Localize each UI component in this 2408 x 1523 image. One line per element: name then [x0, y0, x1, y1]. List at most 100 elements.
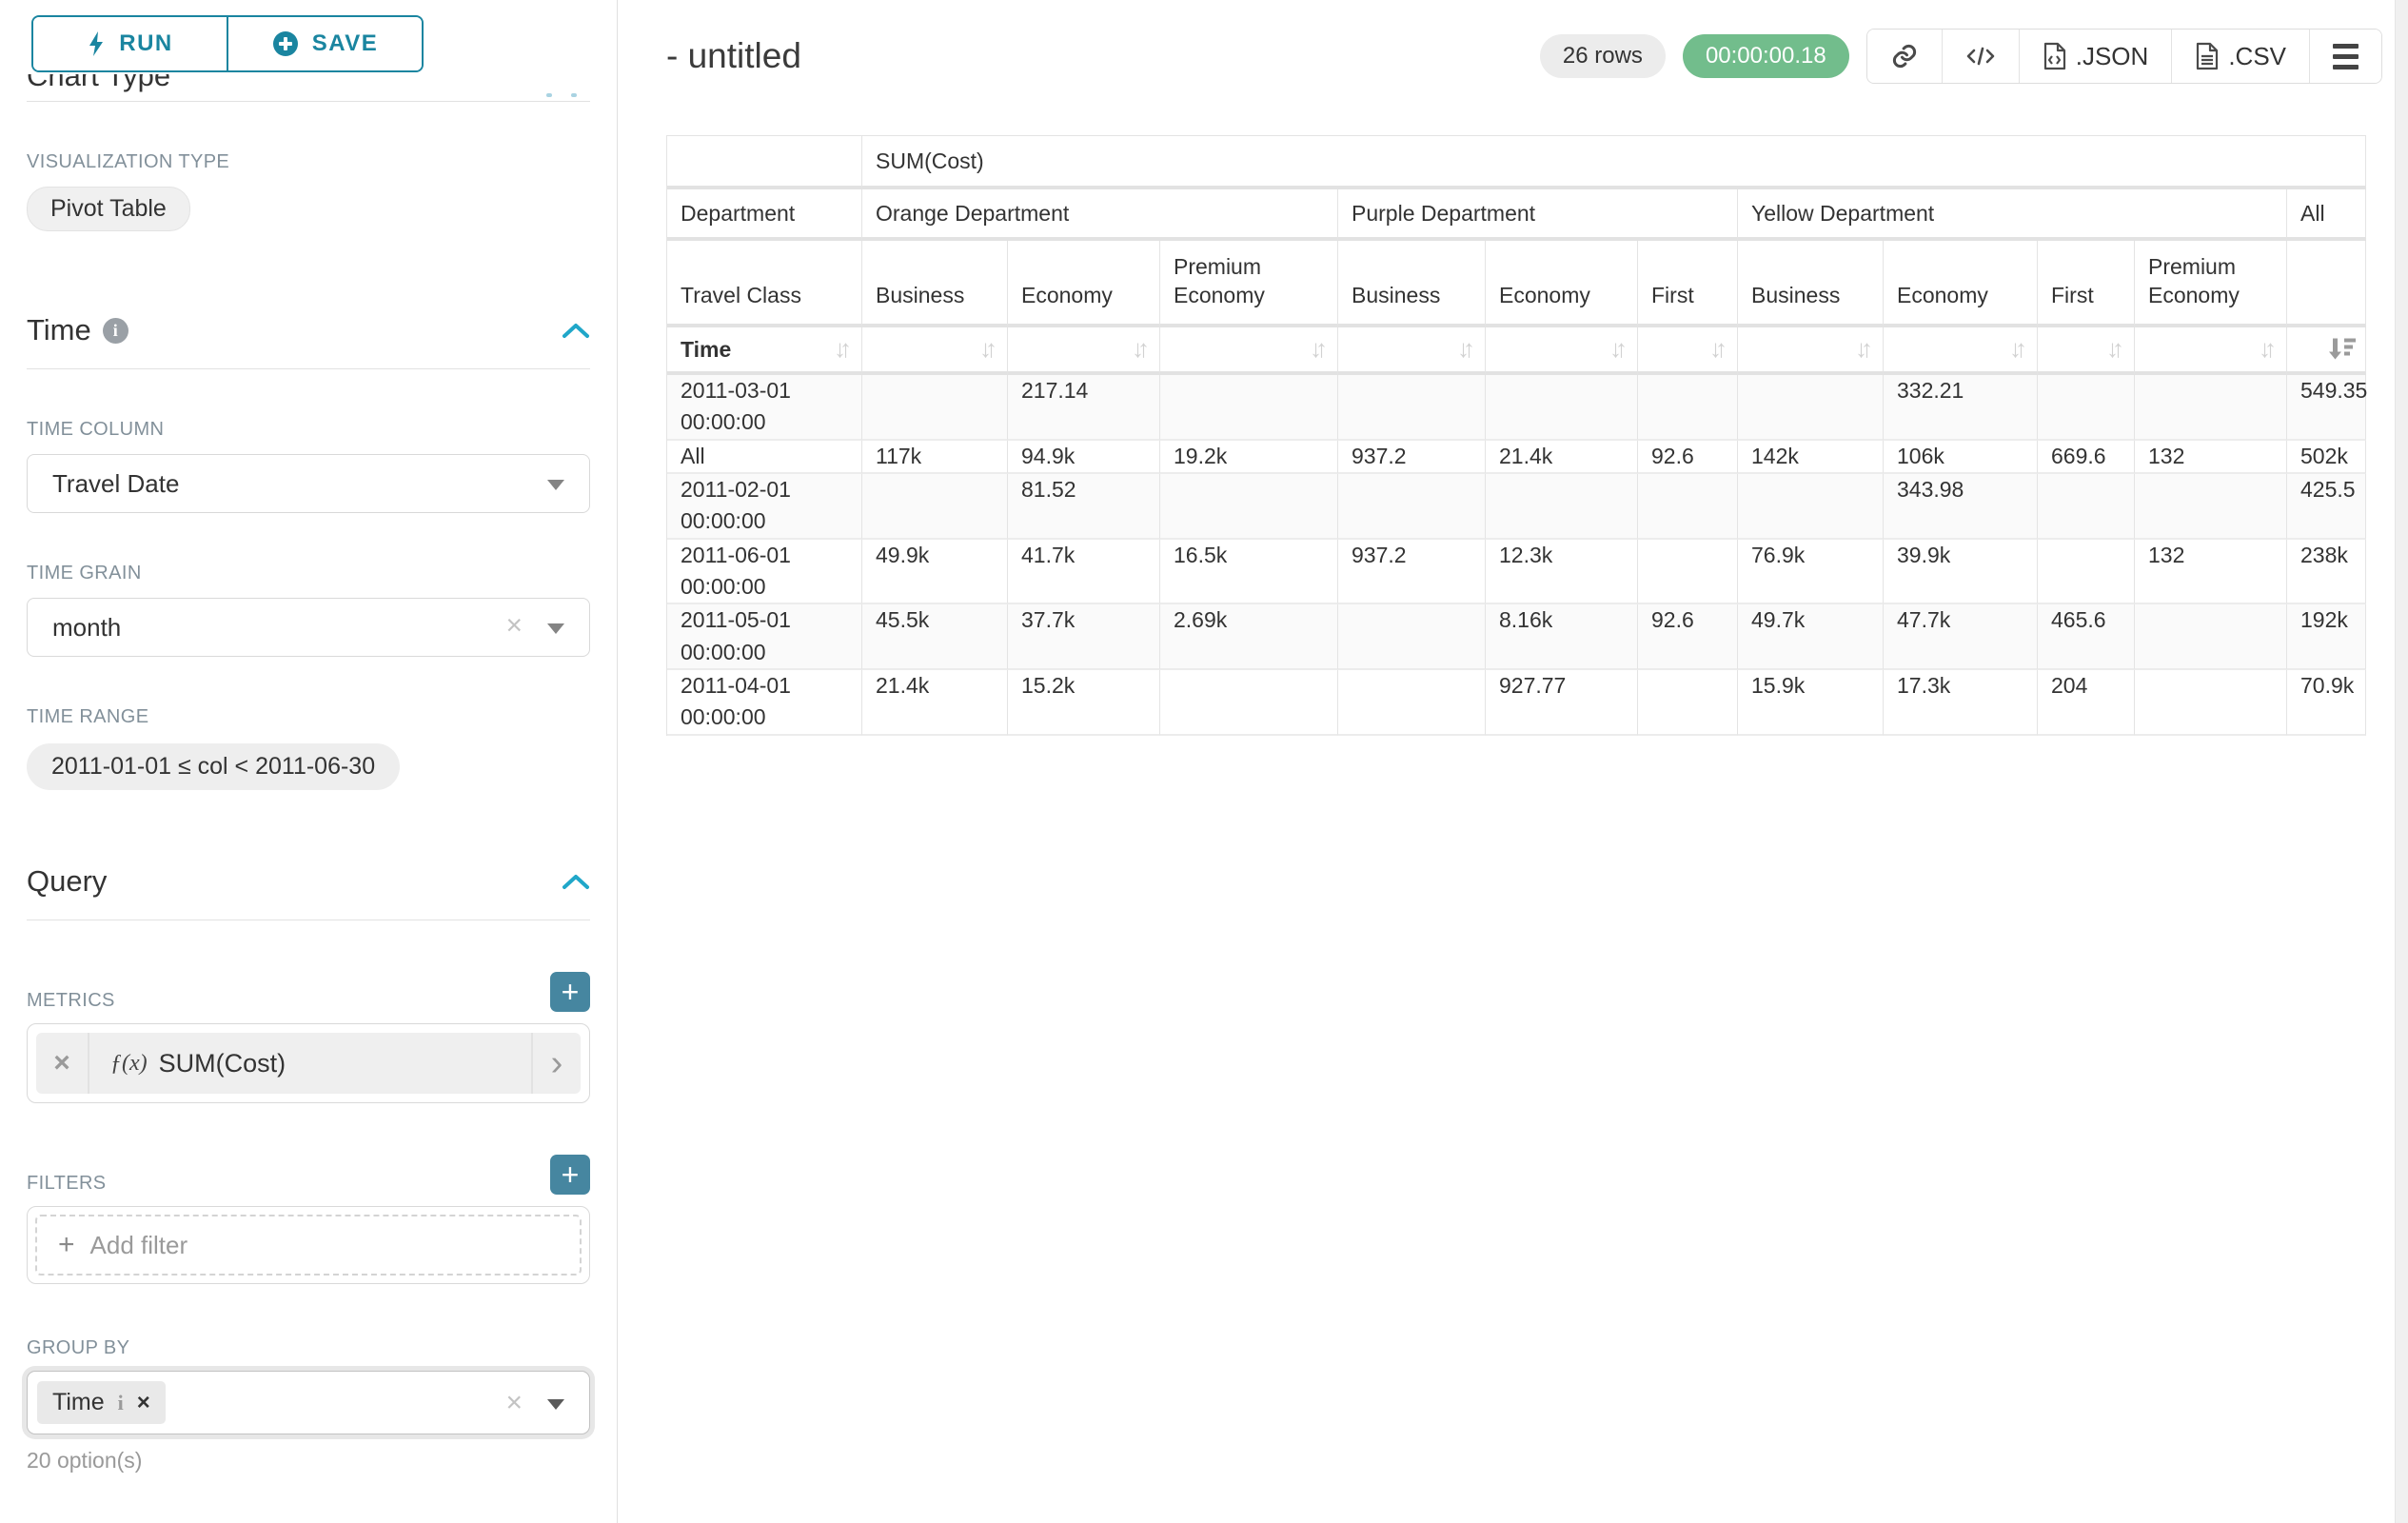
- metric-body[interactable]: ƒ(x) SUM(Cost): [89, 1033, 531, 1094]
- sort-header-cell[interactable]: ↓↑: [862, 327, 1008, 375]
- add-metric-button[interactable]: +: [550, 972, 590, 1012]
- pivot-cell: [2038, 375, 2135, 441]
- pivot-cell: 12.3k: [1486, 540, 1638, 605]
- sort-header-cell[interactable]: ↓↑: [1486, 327, 1638, 375]
- sort-header-row: Time ↓↑ ↓↑ ↓↑ ↓↑ ↓↑ ↓↑ ↓↑ ↓↑ ↓↑ ↓↑ ↓↑: [667, 327, 2366, 375]
- info-icon[interactable]: i: [103, 318, 128, 344]
- table-row: 2011-03-01 00:00:00217.14332.21549.35: [667, 375, 2366, 441]
- caret-down-icon[interactable]: [547, 623, 564, 634]
- save-button[interactable]: SAVE: [227, 17, 422, 70]
- time-column-select[interactable]: Travel Date: [27, 454, 590, 513]
- visualization-type-label: VISUALIZATION TYPE: [27, 151, 590, 173]
- pivot-cell: 21.4k: [862, 670, 1008, 736]
- sort-icon[interactable]: ↓↑: [1609, 334, 1628, 364]
- metric-pill[interactable]: × ƒ(x) SUM(Cost) ›: [36, 1033, 581, 1094]
- sort-icon[interactable]: ↓↑: [834, 334, 852, 364]
- time-range-pill[interactable]: 2011-01-01 ≤ col < 2011-06-30: [27, 743, 400, 790]
- pivot-cell: 21.4k: [1486, 441, 1638, 474]
- chevron-up-icon[interactable]: [562, 873, 590, 890]
- sort-header-cell[interactable]: ↓↑: [2038, 327, 2135, 375]
- sort-icon[interactable]: ↓↑: [1310, 334, 1328, 364]
- group-by-tag-time[interactable]: Time i ×: [37, 1381, 166, 1424]
- hamburger-menu-icon: [2333, 44, 2359, 69]
- sort-icon[interactable]: ↓↑: [2106, 334, 2124, 364]
- pivot-cell: 117k: [862, 441, 1008, 474]
- sort-icon[interactable]: ↓↑: [1855, 334, 1873, 364]
- run-button[interactable]: RUN: [33, 17, 227, 70]
- more-options-button[interactable]: [2309, 30, 2381, 83]
- sort-descending-icon[interactable]: [2329, 338, 2356, 362]
- pivot-cell: [2135, 670, 2287, 736]
- caret-down-icon[interactable]: [547, 1399, 564, 1410]
- sort-header-cell[interactable]: ↓↑: [2135, 327, 2287, 375]
- copy-link-button[interactable]: [1867, 30, 1942, 83]
- time-grain-value: month: [52, 613, 121, 643]
- time-sort-header[interactable]: Time ↓↑: [667, 327, 862, 375]
- caret-down-icon[interactable]: [547, 480, 564, 490]
- group-by-select[interactable]: Time i × ×: [27, 1371, 590, 1434]
- table-row: 2011-02-01 00:00:0081.52343.98425.5: [667, 474, 2366, 540]
- sort-icon[interactable]: ↓↑: [2259, 334, 2277, 364]
- sort-icon[interactable]: ↓↑: [979, 334, 997, 364]
- sort-icon[interactable]: ↓↑: [1132, 334, 1150, 364]
- metrics-header-row: METRICS +: [27, 972, 590, 1012]
- pivot-cell: 927.77: [1486, 670, 1638, 736]
- sort-header-cell-all-column[interactable]: [2287, 327, 2366, 375]
- pivot-cell: [862, 474, 1008, 540]
- empty-corner-cell: [667, 136, 862, 189]
- info-icon[interactable]: i: [118, 1391, 124, 1415]
- sort-header-cell[interactable]: ↓↑: [1884, 327, 2038, 375]
- pivot-cell: [2135, 375, 2287, 441]
- time-column-label: TIME COLUMN: [27, 419, 590, 441]
- pivot-cell: 549.35: [2287, 375, 2366, 441]
- embed-code-button[interactable]: [1942, 30, 2019, 83]
- add-filter-button[interactable]: +: [550, 1155, 590, 1195]
- sort-header-cell[interactable]: ↓↑: [1338, 327, 1486, 375]
- chart-title[interactable]: - untitled: [666, 36, 801, 76]
- pivot-cell: 132: [2135, 441, 2287, 474]
- sort-header-cell[interactable]: ↓↑: [1738, 327, 1884, 375]
- filters-label: FILTERS: [27, 1173, 550, 1195]
- add-filter-dropzone[interactable]: + Add filter: [35, 1215, 582, 1276]
- plus-icon: +: [58, 1229, 75, 1261]
- pivot-cell: 70.9k: [2287, 670, 2366, 736]
- department-header-row: Department Orange Department Purple Depa…: [667, 189, 2366, 241]
- filters-container: + Add filter: [27, 1206, 590, 1284]
- explore-page: RUN SAVE Chart Type VISUALIZATION TYPE P…: [0, 0, 2408, 1523]
- pivot-cell: 94.9k: [1008, 441, 1160, 474]
- pivot-cell: 41.7k: [1008, 540, 1160, 605]
- column-group-orange: Orange Department: [862, 189, 1338, 241]
- pivot-cell: [1638, 670, 1738, 736]
- table-row: All117k94.9k19.2k937.221.4k92.6142k106k6…: [667, 441, 2366, 474]
- sort-header-cell[interactable]: ↓↑: [1008, 327, 1160, 375]
- sort-header-cell[interactable]: ↓↑: [1160, 327, 1338, 375]
- chevron-up-icon[interactable]: [562, 322, 590, 339]
- pivot-cell: 92.6: [1638, 441, 1738, 474]
- pivot-cell: 45.5k: [862, 604, 1008, 670]
- pivot-cell: [1338, 474, 1486, 540]
- vertical-scrollbar-track[interactable]: [2395, 0, 2408, 1523]
- pivot-cell: 49.7k: [1738, 604, 1884, 670]
- sort-icon[interactable]: ↓↑: [1457, 334, 1475, 364]
- column-group-yellow: Yellow Department: [1738, 189, 2287, 241]
- time-grain-select[interactable]: month ×: [27, 598, 590, 657]
- pivot-cell: [1638, 540, 1738, 605]
- clear-icon[interactable]: ×: [505, 1387, 523, 1419]
- visualization-type-pill[interactable]: Pivot Table: [27, 187, 190, 231]
- remove-tag-icon[interactable]: ×: [137, 1390, 150, 1416]
- remove-metric-icon[interactable]: ×: [36, 1033, 89, 1094]
- sort-icon[interactable]: ↓↑: [1709, 334, 1727, 364]
- pivot-cell: 39.9k: [1884, 540, 2038, 605]
- tag-label: Time: [52, 1389, 105, 1416]
- pivot-cell: 17.3k: [1884, 670, 2038, 736]
- column-header: Economy: [1884, 241, 2038, 327]
- download-csv-button[interactable]: .CSV: [2171, 30, 2309, 83]
- download-json-button[interactable]: .JSON: [2019, 30, 2172, 83]
- clear-icon[interactable]: ×: [505, 610, 523, 643]
- sort-icon[interactable]: ↓↑: [2009, 334, 2027, 364]
- fx-icon: ƒ(x): [110, 1051, 148, 1077]
- pivot-cell: 81.52: [1008, 474, 1160, 540]
- sort-header-cell[interactable]: ↓↑: [1638, 327, 1738, 375]
- divider: [27, 368, 590, 369]
- chevron-right-icon[interactable]: ›: [531, 1033, 581, 1094]
